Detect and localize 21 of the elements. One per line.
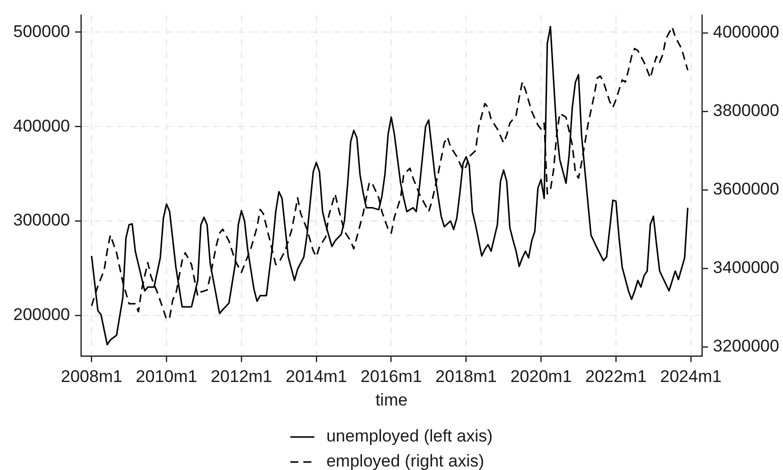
x-tick-label: 2020m1 bbox=[510, 366, 572, 386]
x-tick-label: 2022m1 bbox=[585, 366, 647, 386]
y-tick-label: 500000 bbox=[13, 22, 70, 41]
y-tick-label: 400000 bbox=[13, 116, 70, 136]
y2-tick-label: 4000000 bbox=[713, 22, 780, 42]
y-tick-label: 200000 bbox=[13, 305, 70, 324]
x-axis-title: time bbox=[375, 390, 408, 410]
x-tick-label: 2016m1 bbox=[360, 366, 422, 386]
y2-tick-label: 3200000 bbox=[713, 336, 780, 356]
x-tick-label: 2018m1 bbox=[435, 366, 497, 386]
x-tick-label: 2024m1 bbox=[660, 366, 722, 386]
y2-tick-label: 3600000 bbox=[713, 180, 780, 199]
x-tick-label: 2012m1 bbox=[210, 366, 272, 386]
y-tick-label: 300000 bbox=[13, 210, 70, 230]
x-tick-label: 2014m1 bbox=[286, 366, 348, 386]
legend-label: unemployed (left axis) bbox=[326, 426, 493, 446]
y2-tick-label: 3800000 bbox=[713, 101, 780, 120]
x-tick-label: 2010m1 bbox=[136, 366, 198, 386]
x-tick-label: 2008m1 bbox=[60, 366, 122, 386]
y2-tick-label: 3400000 bbox=[713, 258, 780, 278]
legend-label: employed (right axis) bbox=[326, 452, 484, 470]
